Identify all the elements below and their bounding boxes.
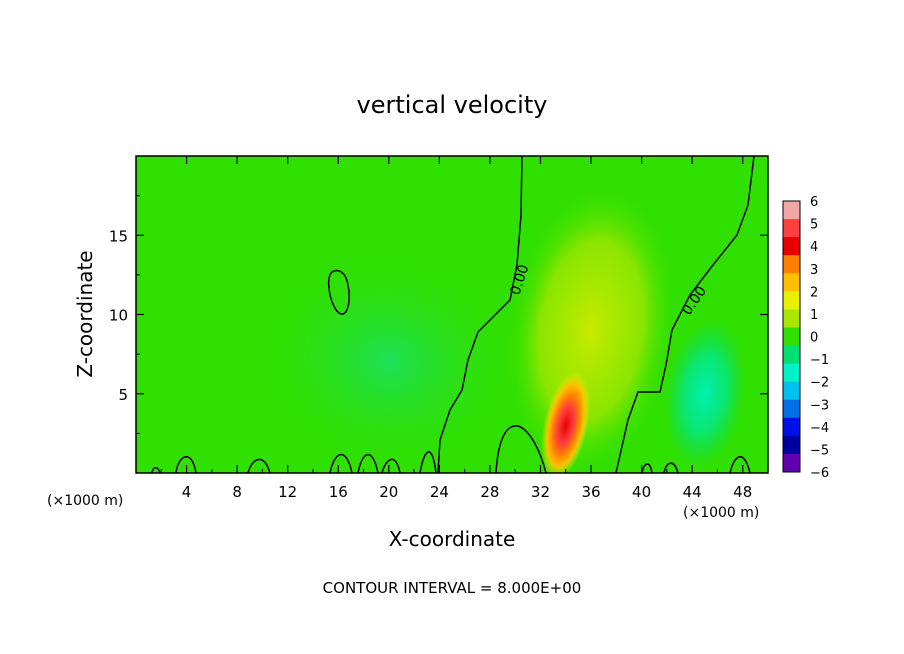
x-tick-label: 32: [531, 483, 550, 501]
colorbar-tick-label: 4: [810, 240, 818, 255]
feature-downdraft: [663, 319, 746, 469]
colorbar-tick-label: −5: [810, 443, 829, 458]
colorbar-tick-label: −6: [810, 466, 829, 481]
zero-contours: [151, 156, 755, 473]
colorbar-frame: [782, 200, 801, 473]
x-axis-label: X-coordinate: [389, 527, 516, 551]
zero-contour-main: [437, 156, 523, 473]
y-tick-label: 10: [109, 307, 128, 325]
colorbar-swatch: [783, 345, 800, 365]
contour-interval-note: CONTOUR INTERVAL = 8.000E+00: [323, 579, 582, 597]
x-unit-left: (×1000 m): [47, 493, 123, 509]
y-axis-ticks: 5 10 15: [109, 195, 768, 434]
field-features: [249, 181, 746, 473]
colorbar-tick-label: 1: [810, 308, 818, 323]
colorbar-tick-label: 3: [810, 263, 818, 278]
colorbar-swatch: [783, 219, 800, 238]
colorbar-swatch: [783, 363, 800, 383]
x-axis-ticks: 4 8 12 16 20 24 28 32 36 40 44 48: [160, 156, 752, 501]
colorbar-tick-label: −3: [810, 398, 829, 413]
x-tick-label: 24: [430, 483, 449, 501]
colorbar-tick-label: −4: [810, 421, 829, 436]
colorbar-tick-label: 0: [810, 331, 818, 346]
plot-area: [136, 156, 768, 473]
colorbar-swatch: [783, 399, 800, 419]
y-tick-label: 5: [118, 386, 128, 404]
colorbar-tick-label: 6: [810, 195, 818, 210]
x-tick-label: 44: [683, 483, 702, 501]
y-tick-label: 15: [109, 227, 128, 245]
zero-contour-right: [615, 156, 755, 473]
feature-weak-downdraft: [249, 241, 529, 473]
x-tick-label: 28: [480, 483, 499, 501]
y-axis-label: Z-coordinate: [73, 250, 97, 377]
colorbar-swatch: [783, 309, 800, 328]
x-tick-label: 48: [733, 483, 752, 501]
colorbar-swatch: [783, 255, 800, 274]
colorbar: 6 5 4 3 2 1 0 −1 −2 −3 −4 −5 −6: [782, 195, 829, 481]
x-tick-label: 36: [581, 483, 600, 501]
colorbar-tick-label: 5: [810, 218, 818, 233]
x-tick-label: 4: [182, 483, 192, 501]
x-unit-right: (×1000 m): [683, 505, 759, 521]
colorbar-swatch: [783, 381, 800, 401]
colorbar-tick-label: 2: [810, 285, 818, 300]
colorbar-swatch: [783, 237, 800, 256]
zero-contour-updraft-edge: [495, 425, 547, 473]
colorbar-tick-label: −2: [810, 376, 829, 391]
x-tick-label: 12: [278, 483, 297, 501]
colorbar-swatch: [783, 435, 800, 455]
feature-updraft-plume: [504, 181, 678, 473]
x-tick-label: 8: [232, 483, 242, 501]
x-tick-label: 20: [379, 483, 398, 501]
colorbar-swatch: [783, 291, 800, 310]
colorbar-tick-label: −1: [810, 353, 829, 368]
feature-updraft-core: [541, 371, 591, 473]
zero-contour-loop: [327, 269, 350, 315]
colorbar-swatch: [783, 453, 800, 473]
x-tick-label: 16: [329, 483, 348, 501]
colorbar-swatch: [783, 201, 800, 220]
colorbar-swatch: [783, 327, 800, 347]
chart-title: vertical velocity: [357, 91, 548, 119]
colorbar-swatch: [783, 417, 800, 437]
colorbar-swatch: [783, 273, 800, 292]
x-tick-label: 40: [632, 483, 651, 501]
zero-contour-ripples: [151, 451, 751, 473]
